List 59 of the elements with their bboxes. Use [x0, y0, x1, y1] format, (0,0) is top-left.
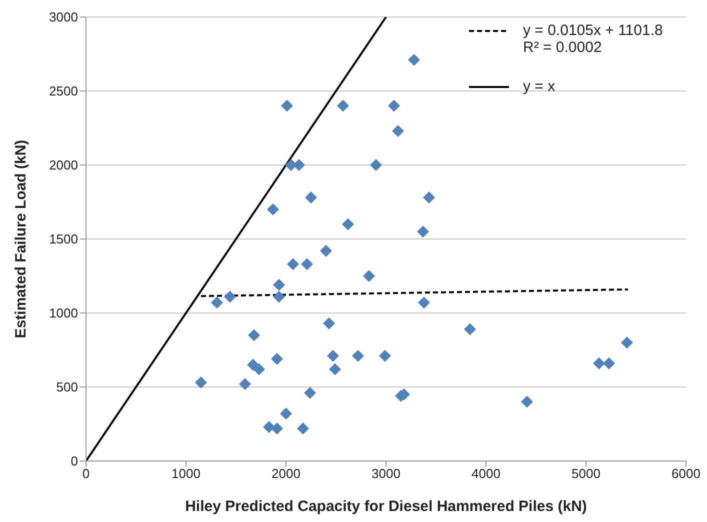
y-tick-label: 3000	[49, 10, 78, 25]
x-axis-title: Hiley Predicted Capacity for Diesel Hammered Piles (kN)	[185, 498, 587, 515]
point	[342, 218, 354, 230]
point	[593, 357, 605, 370]
point	[392, 124, 404, 137]
point	[603, 357, 615, 370]
point	[408, 54, 420, 66]
annotation: R² = 0.0002	[522, 39, 603, 56]
point	[224, 290, 236, 303]
point	[320, 244, 332, 257]
point	[267, 203, 279, 216]
point	[211, 296, 223, 309]
point	[370, 159, 382, 171]
point	[305, 192, 317, 204]
point	[418, 296, 430, 309]
x-tick-label: 3000	[372, 466, 400, 482]
point	[239, 378, 251, 390]
point	[327, 350, 339, 362]
point	[301, 258, 313, 270]
point	[337, 100, 349, 112]
point	[464, 323, 476, 336]
y-tick-label: 2000	[49, 158, 78, 173]
x-tick-label: 1000	[172, 466, 200, 482]
x-tick-label: 6000	[672, 466, 700, 482]
point	[273, 290, 285, 303]
y-tick-label: 1500	[49, 232, 78, 247]
point	[280, 408, 292, 420]
x-tick-label: 5000	[572, 466, 600, 482]
point	[363, 270, 375, 282]
point	[329, 363, 341, 376]
legend-label: y = x	[523, 78, 556, 95]
point	[273, 278, 285, 291]
point	[281, 100, 293, 112]
point	[253, 363, 265, 376]
point	[521, 396, 533, 408]
point	[271, 422, 283, 434]
legend-label: y = 0.0105x + 1101.8	[523, 22, 663, 39]
point	[304, 386, 316, 399]
point	[417, 226, 429, 238]
point	[388, 100, 400, 112]
point	[195, 376, 207, 389]
point	[248, 329, 260, 342]
point	[352, 350, 364, 362]
y-tick-label: 0	[70, 454, 78, 469]
y-axis-title: Estimated Failure Load (kN)	[12, 140, 30, 338]
x-tick-label: 2000	[272, 466, 300, 482]
point	[423, 192, 435, 204]
x-tick-label: 0	[82, 466, 90, 482]
y-tick-label: 1000	[49, 306, 78, 321]
point	[263, 420, 275, 433]
x-tick-label: 4000	[472, 466, 500, 482]
point	[287, 258, 299, 270]
point	[621, 336, 633, 349]
point	[271, 352, 283, 365]
point	[297, 422, 309, 434]
y-tick-label: 2500	[49, 84, 78, 99]
y-tick-label: 500	[56, 380, 78, 395]
point	[379, 350, 391, 362]
point	[323, 317, 335, 330]
